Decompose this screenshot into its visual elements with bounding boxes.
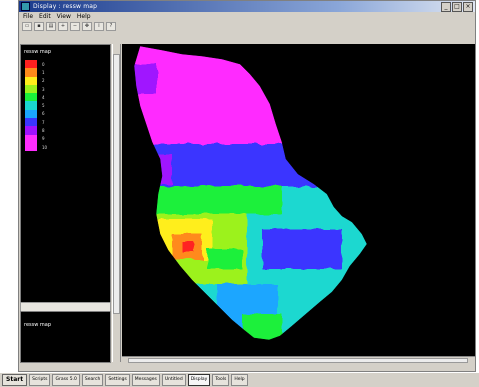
open-icon[interactable]: ▭ (22, 21, 32, 31)
taskbar-item[interactable]: Tools (212, 374, 230, 386)
taskbar-item-active[interactable]: Display (187, 374, 211, 386)
legend-swatch (25, 118, 37, 127)
taskbar-item[interactable]: Untitled (161, 374, 186, 386)
taskbar-item[interactable]: Grass 5.0 (52, 374, 80, 386)
display-window: Display : ressw map _ □ × File Edit View… (18, 0, 476, 372)
menu-file[interactable]: File (23, 13, 34, 20)
legend-swatch (25, 60, 37, 69)
legend-row: 0 (25, 60, 47, 69)
legend-row: 9 (25, 134, 47, 143)
overview-label: ressw map (24, 322, 52, 328)
legend-swatch (25, 93, 37, 102)
vertical-scroll-thumb[interactable] (113, 54, 120, 314)
toolbar: ▭ ▪ ▤ + − ✥ i ? (19, 21, 475, 31)
legend-swatch (25, 142, 37, 152)
legend-label: 0 (42, 61, 45, 67)
menu-help[interactable]: Help (76, 13, 91, 20)
legend-row: 6 (25, 109, 47, 119)
legend-swatch (25, 101, 37, 110)
map-zone (142, 154, 172, 184)
menu-bar: File Edit View Help (19, 12, 475, 21)
maximize-button[interactable]: □ (452, 2, 462, 12)
legend-label: 2 (42, 78, 45, 84)
map-zone (134, 64, 157, 94)
map-zone (134, 144, 367, 186)
query-icon[interactable]: ? (106, 21, 116, 31)
overview-panel: ressw map (20, 311, 111, 363)
legend-row: 4 (25, 93, 47, 102)
legend: 0 1 2 3 4 5 6 7 8 9 10 (25, 60, 48, 152)
taskbar-item[interactable]: Settings (105, 374, 130, 386)
legend-label: 7 (42, 119, 45, 125)
legend-label: 1 (42, 69, 45, 75)
legend-swatch (25, 134, 37, 143)
taskbar-item[interactable]: Help (231, 374, 248, 386)
legend-label: 9 (42, 136, 45, 142)
legend-swatch (25, 126, 37, 135)
window-title: Display : ressw map (33, 3, 98, 10)
window-controls: _ □ × (441, 2, 473, 12)
horizontal-scrollbar[interactable] (122, 356, 475, 364)
menu-view[interactable]: View (56, 13, 71, 20)
print-icon[interactable]: ▤ (46, 21, 56, 31)
legend-label: 5 (42, 103, 45, 109)
legend-title: ressw map (24, 49, 52, 55)
taskbar-item[interactable]: Search (81, 374, 104, 386)
map-canvas[interactable] (122, 44, 475, 356)
vertical-scrollbar[interactable] (112, 44, 121, 362)
legend-label: 10 (42, 144, 48, 150)
taskbar-item[interactable]: Scripts (29, 374, 51, 386)
legend-row: 7 (25, 118, 47, 127)
menu-edit[interactable]: Edit (39, 13, 51, 20)
horizontal-scroll-thumb[interactable] (128, 358, 468, 363)
legend-label: 8 (42, 128, 45, 134)
legend-label: 6 (42, 111, 45, 117)
start-button[interactable]: Start (2, 374, 28, 386)
map-zone (282, 186, 367, 214)
legend-row: 8 (25, 126, 47, 135)
legend-label: 3 (42, 86, 45, 92)
legend-label: 4 (42, 94, 45, 100)
legend-panel: ressw map 0 1 2 3 4 5 6 7 8 9 10 (20, 44, 111, 303)
legend-row: 1 (25, 68, 47, 77)
legend-swatch (25, 68, 37, 77)
basin-outline (133, 45, 368, 341)
legend-swatch (25, 76, 37, 85)
save-icon[interactable]: ▪ (34, 21, 44, 31)
watershed-map (133, 45, 368, 341)
legend-swatch (25, 109, 37, 119)
legend-row: 2 (25, 76, 47, 85)
legend-row: 3 (25, 84, 47, 94)
zoom-in-icon[interactable]: + (58, 21, 68, 31)
legend-row: 10 (25, 142, 48, 152)
map-zone (207, 249, 242, 269)
zoom-out-icon[interactable]: − (70, 21, 80, 31)
legend-row: 5 (25, 101, 47, 110)
pan-icon[interactable]: ✥ (82, 21, 92, 31)
minimize-button[interactable]: _ (441, 2, 451, 12)
taskbar: Start Scripts Grass 5.0 Search Settings … (0, 372, 479, 387)
title-bar[interactable]: Display : ressw map _ □ × (19, 1, 475, 12)
map-zone (182, 242, 194, 252)
close-button[interactable]: × (463, 2, 473, 12)
map-zone (134, 46, 367, 144)
legend-swatch (25, 84, 37, 94)
map-zone (242, 314, 282, 340)
map-zone (262, 229, 342, 269)
app-icon (21, 2, 30, 11)
taskbar-item[interactable]: Messages (131, 374, 160, 386)
info-icon[interactable]: i (94, 21, 104, 31)
